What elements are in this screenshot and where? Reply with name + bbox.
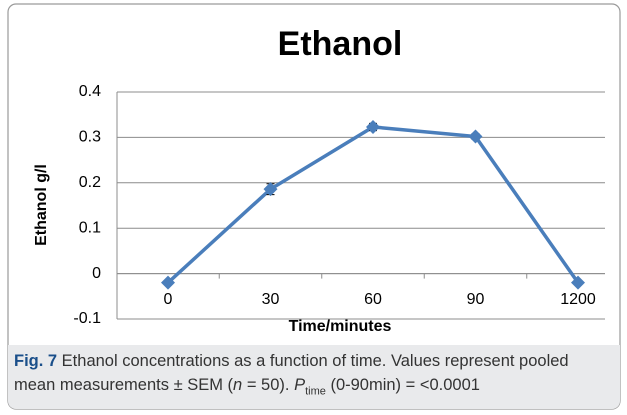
marker (571, 275, 585, 290)
y-tick-label: 0 (92, 265, 101, 282)
caption-text: Ethanol concentrations as a function of … (14, 352, 569, 394)
frame (7, 3, 621, 410)
y-tick-label: -0.1 (73, 310, 101, 327)
y-tick-label: 0.2 (79, 174, 101, 191)
y-tick-label: 0.3 (79, 129, 101, 146)
chart-title: Ethanol (278, 25, 403, 63)
y-tick-label: 0.4 (79, 83, 101, 100)
marker (366, 119, 380, 134)
x-tick-label: 60 (364, 291, 382, 308)
x-axis-label: Time/minutes (289, 318, 392, 335)
x-tick-label: 30 (262, 291, 280, 308)
caption-text: P (294, 376, 306, 394)
caption-text: (0-90min) = <0.0001 (325, 376, 480, 394)
x-tick-label: 1200 (560, 291, 596, 308)
x-tick-label: 90 (467, 291, 485, 308)
caption-text: n (233, 376, 243, 394)
marker (161, 275, 175, 290)
caption-text: time (305, 385, 326, 398)
x-tick-label: 0 (164, 291, 173, 308)
caption-text: = 50). (242, 376, 295, 394)
y-axis-label: Ethanol g/l (33, 164, 50, 246)
marker (468, 129, 483, 144)
caption: Fig. 7 Ethanol concentrations as a funct… (8, 345, 620, 409)
y-tick-label: 0.1 (79, 219, 101, 236)
caption-label: Fig. 7 (14, 352, 58, 370)
marker (263, 182, 278, 197)
